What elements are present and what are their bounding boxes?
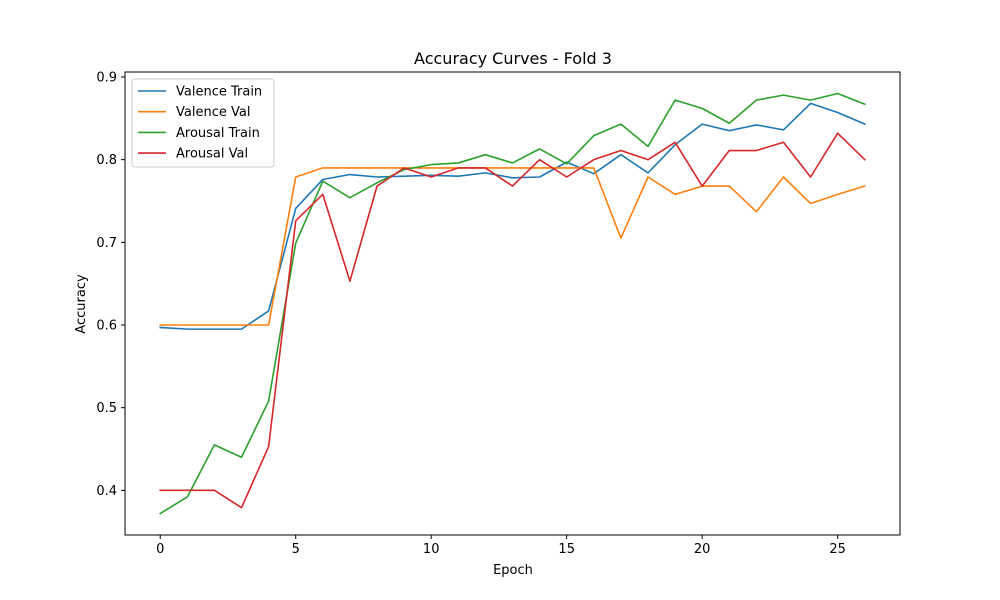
legend-label-arousal-val: Arousal Val: [176, 147, 248, 162]
x-tick-label: 15: [558, 542, 575, 557]
series-layer: [159, 92, 866, 515]
legend: Valence Train Valence Val Arousal Train Aro…: [131, 78, 275, 168]
legend-label-arousal-train: Arousal Train: [176, 126, 260, 141]
y-tick-label: 0.9: [96, 70, 117, 85]
series-line-arousal-train: [159, 92, 866, 515]
y-tick-label: 0.8: [96, 153, 117, 168]
x-tick-label: 10: [423, 542, 440, 557]
series-line-arousal-val: [159, 132, 866, 509]
x-tick-label: 0: [156, 542, 164, 557]
chart-title: Accuracy Curves - Fold 3: [414, 49, 612, 68]
y-axis: 0.4 0.5 0.6 0.7 0.8 0.9: [96, 70, 125, 499]
y-tick-label: 0.5: [96, 401, 117, 416]
y-tick-label: 0.4: [96, 484, 117, 499]
x-axis-label: Epoch: [493, 563, 533, 578]
plot-frame: [124, 71, 901, 536]
legend-label-valence-train: Valence Train: [176, 85, 262, 100]
y-tick-label: 0.6: [96, 318, 117, 333]
x-tick-label: 20: [694, 542, 711, 557]
y-axis-label: Accuracy: [74, 274, 89, 334]
x-tick-label: 25: [829, 542, 846, 557]
x-tick-label: 5: [292, 542, 300, 557]
x-axis: 0 5 10 15 20 25: [156, 535, 846, 557]
legend-label-valence-val: Valence Val: [176, 105, 250, 120]
y-tick-label: 0.7: [96, 236, 117, 251]
series-line-valence-val: [159, 167, 866, 326]
legend-box: [131, 78, 275, 168]
